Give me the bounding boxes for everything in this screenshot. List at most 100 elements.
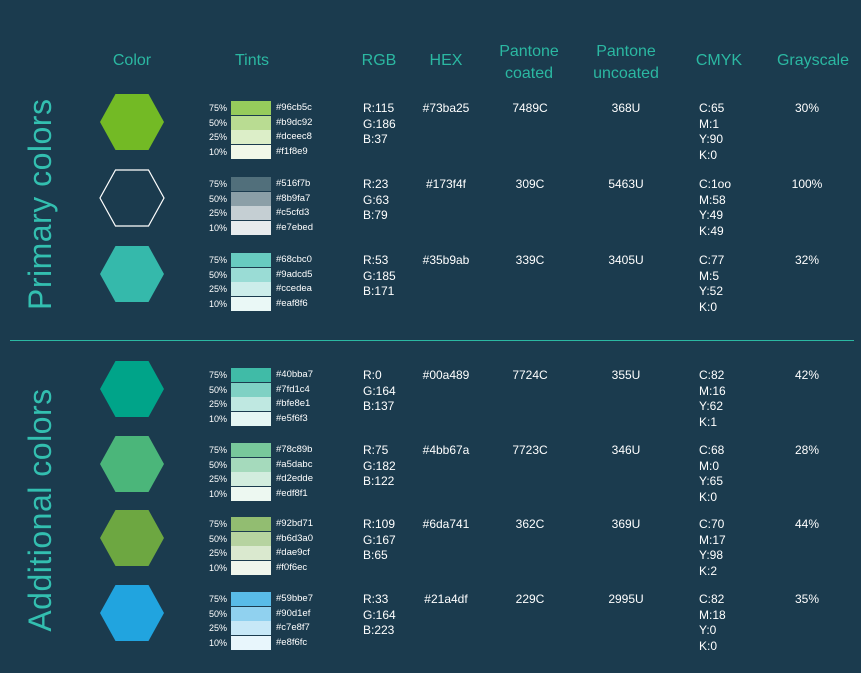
tint-percent: 50% xyxy=(208,459,227,470)
tint-swatch xyxy=(231,621,271,635)
color-row: 75% #40bba7 50% #7fd1c4 25% #bfe8e1 10% #e5f6f3… xyxy=(0,361,861,438)
tint-percent: 75% xyxy=(208,370,227,380)
grayscale-value: 30% xyxy=(794,101,820,115)
tint-hex-code: #516f7b xyxy=(276,178,311,189)
tint-swatch xyxy=(231,560,271,575)
pantone-coated-value: 309C xyxy=(515,177,545,191)
tint-hex-code: #edf8f1 xyxy=(276,487,308,499)
tint-percent: 50% xyxy=(208,193,227,204)
tint-percent: 50% xyxy=(208,117,227,128)
tint-hex-code: #92bd71 xyxy=(276,518,313,529)
tint-percent: 10% xyxy=(208,146,227,157)
color-row: 75% #59bbe7 50% #90d1ef 25% #c7e8f7 10% #e8f6fc… xyxy=(0,585,861,662)
tint-hex-code: #96cb5c xyxy=(276,102,312,113)
tint-swatch xyxy=(231,606,271,621)
color-hexagon-swatch xyxy=(99,93,165,151)
tint-hex-code: #d2edde xyxy=(276,473,313,484)
header-rgb: RGB xyxy=(361,52,397,69)
tint-hex-code: #59bbe7 xyxy=(276,593,313,604)
rgb-values: R:115 G:186 B:37 xyxy=(363,101,396,146)
rgb-values: R:53 G:185 B:171 xyxy=(363,253,396,298)
tint-hex-code: #dceec8 xyxy=(276,131,312,142)
tint-swatch xyxy=(231,101,271,115)
rgb-values: R:23 G:63 B:79 xyxy=(363,177,390,222)
tint-hex-code: #eaf8f6 xyxy=(276,297,308,309)
grayscale-value: 28% xyxy=(794,443,820,457)
rgb-values: R:0 G:164 B:137 xyxy=(363,368,396,413)
tint-percent: 50% xyxy=(208,384,227,395)
tint-swatch xyxy=(231,592,271,606)
tint-percent: 75% xyxy=(208,255,227,265)
tint-swatch xyxy=(231,531,271,546)
pantone-coated-value: 7489C xyxy=(512,101,548,115)
hex-value: #173f4f xyxy=(425,177,467,191)
pantone-uncoated-value: 369U xyxy=(611,517,641,531)
tint-swatch xyxy=(231,397,271,411)
pantone-uncoated-value: 2995U xyxy=(608,592,644,606)
tint-swatch xyxy=(231,220,271,235)
hex-value: #00a489 xyxy=(422,368,470,382)
pantone-coated-value: 7723C xyxy=(512,443,548,457)
pantone-uncoated-value: 368U xyxy=(611,101,641,115)
tint-swatch xyxy=(231,457,271,472)
header-hex: HEX xyxy=(429,52,463,69)
tint-percent: 50% xyxy=(208,608,227,619)
tint-percent: 75% xyxy=(208,179,227,189)
tint-hex-code: #f0f6ec xyxy=(276,561,308,573)
grayscale-value: 32% xyxy=(794,253,820,267)
tint-swatch xyxy=(231,267,271,282)
cmyk-values: C:70 M:17 Y:98 K:2 xyxy=(699,517,726,578)
tint-percent: 75% xyxy=(208,594,227,604)
tint-percent: 25% xyxy=(208,399,227,409)
tint-percent: 10% xyxy=(208,637,227,648)
tint-swatch xyxy=(231,282,271,296)
tint-swatch xyxy=(231,368,271,382)
header-grayscale: Grayscale xyxy=(776,52,850,69)
color-row: 75% #68cbc0 50% #9adcd5 25% #ccedea 10% #eaf8f6… xyxy=(0,246,861,323)
tint-percent: 10% xyxy=(208,562,227,573)
tint-percent: 25% xyxy=(208,208,227,218)
tint-hex-code: #7fd1c4 xyxy=(276,383,310,395)
pantone-uncoated-value: 355U xyxy=(611,368,641,382)
tint-hex-code: #dae9cf xyxy=(276,547,310,558)
tint-hex-code: #9adcd5 xyxy=(276,268,313,280)
cmyk-values: C:68 M:0 Y:65 K:0 xyxy=(699,443,725,504)
tint-swatch xyxy=(231,206,271,220)
tint-percent: 75% xyxy=(208,103,227,113)
hex-value: #35b9ab xyxy=(422,253,470,267)
tint-percent: 25% xyxy=(208,623,227,633)
pantone-coated-value: 362C xyxy=(515,517,545,531)
pantone-coated-value: 229C xyxy=(515,592,545,606)
tint-swatch xyxy=(231,144,271,159)
tint-hex-code: #e8f6fc xyxy=(276,636,308,648)
color-hexagon-swatch xyxy=(99,509,165,567)
cmyk-values: C:77 M:5 Y:52 K:0 xyxy=(699,253,725,314)
tint-swatch xyxy=(231,472,271,486)
tint-percent: 25% xyxy=(208,284,227,294)
pantone-coated-value: 7724C xyxy=(512,368,548,382)
hex-value: #21a4df xyxy=(424,592,468,606)
tint-hex-code: #78c89b xyxy=(276,444,313,455)
tint-swatch xyxy=(231,253,271,267)
rgb-values: R:75 G:182 B:122 xyxy=(363,443,396,488)
hex-value: #4bb67a xyxy=(422,443,470,457)
tint-hex-code: #e7ebed xyxy=(276,221,313,233)
tint-swatch xyxy=(231,382,271,397)
grayscale-value: 100% xyxy=(791,177,823,191)
tint-percent: 10% xyxy=(208,298,227,309)
tint-percent: 25% xyxy=(208,548,227,558)
tint-percent: 75% xyxy=(208,445,227,455)
pantone-coated-value: 339C xyxy=(515,253,545,267)
tint-swatch xyxy=(231,517,271,531)
header-tints: Tints xyxy=(234,52,270,69)
tint-hex-code: #f1f8e9 xyxy=(276,145,308,157)
tint-hex-code: #a5dabc xyxy=(276,458,313,470)
header-pantone-coated: Pantone coated xyxy=(499,43,559,82)
tint-hex-code: #ccedea xyxy=(276,283,312,294)
tint-swatch xyxy=(231,177,271,191)
tint-hex-code: #b9dc92 xyxy=(276,116,313,128)
tint-hex-code: #bfe8e1 xyxy=(276,398,311,409)
tint-hex-code: #c7e8f7 xyxy=(276,622,310,633)
hex-value: #6da741 xyxy=(422,517,470,531)
header-pantone-uncoated: Pantone uncoated xyxy=(593,43,659,82)
